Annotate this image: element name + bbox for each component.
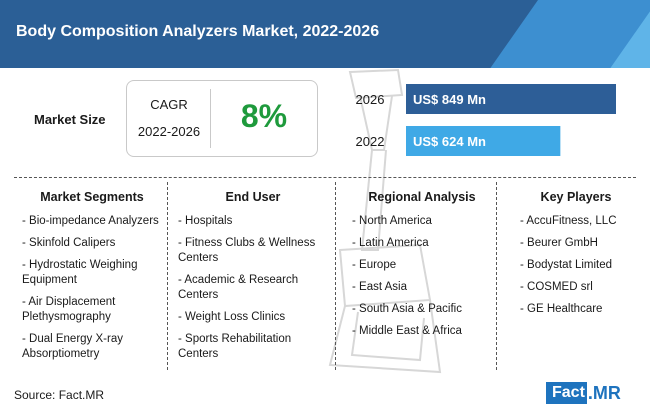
list-item: - GE Healthcare — [520, 303, 603, 315]
column-divider — [335, 182, 336, 370]
list-item: - Europe — [352, 259, 397, 271]
list-item: - Bio-impedance Analyzers — [22, 215, 159, 227]
list-item: - North America — [352, 215, 432, 227]
list-item: - Weight Loss Clinics — [178, 311, 286, 323]
list-item: - Fitness Clubs & Wellness Centers — [178, 237, 316, 264]
list-item: - COSMED srl — [520, 281, 593, 293]
factmr-logo: Fact .MR — [546, 381, 642, 405]
column-list: - North America - Latin America - Europe - … — [352, 214, 492, 339]
logo-fact: Fact — [546, 382, 587, 404]
column-list: - Bio-impedance Analyzers - Skinfold Cali… — [22, 214, 162, 362]
column-regional-analysis: Regional Analysis - North America - Latin… — [352, 190, 492, 346]
bar-2026 — [406, 84, 616, 114]
list-item: - Sports Rehabilitation Centers — [178, 333, 292, 360]
list-item: - Dual Energy X-ray Absorptiometry — [22, 333, 123, 360]
page-title: Body Composition Analyzers Market, 2022-… — [16, 23, 380, 40]
list-item: - Academic & Research Centers — [178, 274, 299, 301]
header-banner: Body Composition Analyzers Market, 2022-… — [0, 0, 650, 68]
column-end-user: End User - Hospitals - Fitness Clubs & We… — [178, 190, 328, 369]
list-item: - Middle East & Africa — [352, 325, 462, 337]
market-size-label: Market Size — [34, 112, 106, 127]
list-item: - Hospitals — [178, 215, 233, 227]
list-item: - Bodystat Limited — [520, 259, 613, 271]
column-market-segments: Market Segments - Bio-impedance Analyzer… — [22, 190, 162, 369]
column-heading: Market Segments — [40, 190, 144, 204]
logo-mr: .MR — [587, 382, 621, 403]
list-item: - Beurer GmbH — [520, 237, 598, 249]
list-item: - South Asia & Pacific — [352, 303, 462, 315]
column-key-players: Key Players - AccuFitness, LLC - Beurer G… — [520, 190, 632, 324]
column-divider — [167, 182, 168, 370]
column-heading: Key Players — [540, 190, 612, 204]
cagr-value: 8% — [240, 98, 288, 134]
cagr-divider — [210, 89, 211, 148]
list-item: - AccuFitness, LLC — [520, 215, 617, 227]
bar-value-label: US$ 624 Mn — [413, 134, 486, 149]
list-item: - Air Displacement Plethysmography — [22, 296, 116, 323]
list-item: - Latin America — [352, 237, 429, 249]
list-item: - Hydrostatic Weighing Equipment — [22, 259, 138, 286]
column-heading: Regional Analysis — [368, 190, 476, 204]
cagr-label: CAGR — [150, 97, 188, 112]
column-list: - Hospitals - Fitness Clubs & Wellness Ce… — [178, 214, 328, 362]
bar-value-label: US$ 849 Mn — [413, 92, 486, 107]
section-divider — [14, 177, 636, 178]
market-size-bar-chart: 2026 US$ 849 Mn 2022 US$ 624 Mn — [356, 84, 616, 156]
list-item: - Skinfold Calipers — [22, 237, 116, 249]
column-divider — [496, 182, 497, 370]
year-label: 2026 — [356, 92, 385, 107]
column-list: - AccuFitness, LLC - Beurer GmbH - Bodysta… — [520, 214, 632, 317]
column-heading: End User — [225, 190, 281, 204]
bar-2022 — [406, 126, 561, 156]
cagr-years: 2022-2026 — [137, 124, 201, 139]
source-note: Source: Fact.MR — [14, 388, 105, 402]
cagr-box: CAGR 2022-2026 8% — [126, 80, 318, 157]
year-label: 2022 — [356, 134, 385, 149]
list-item: - East Asia — [352, 281, 407, 293]
